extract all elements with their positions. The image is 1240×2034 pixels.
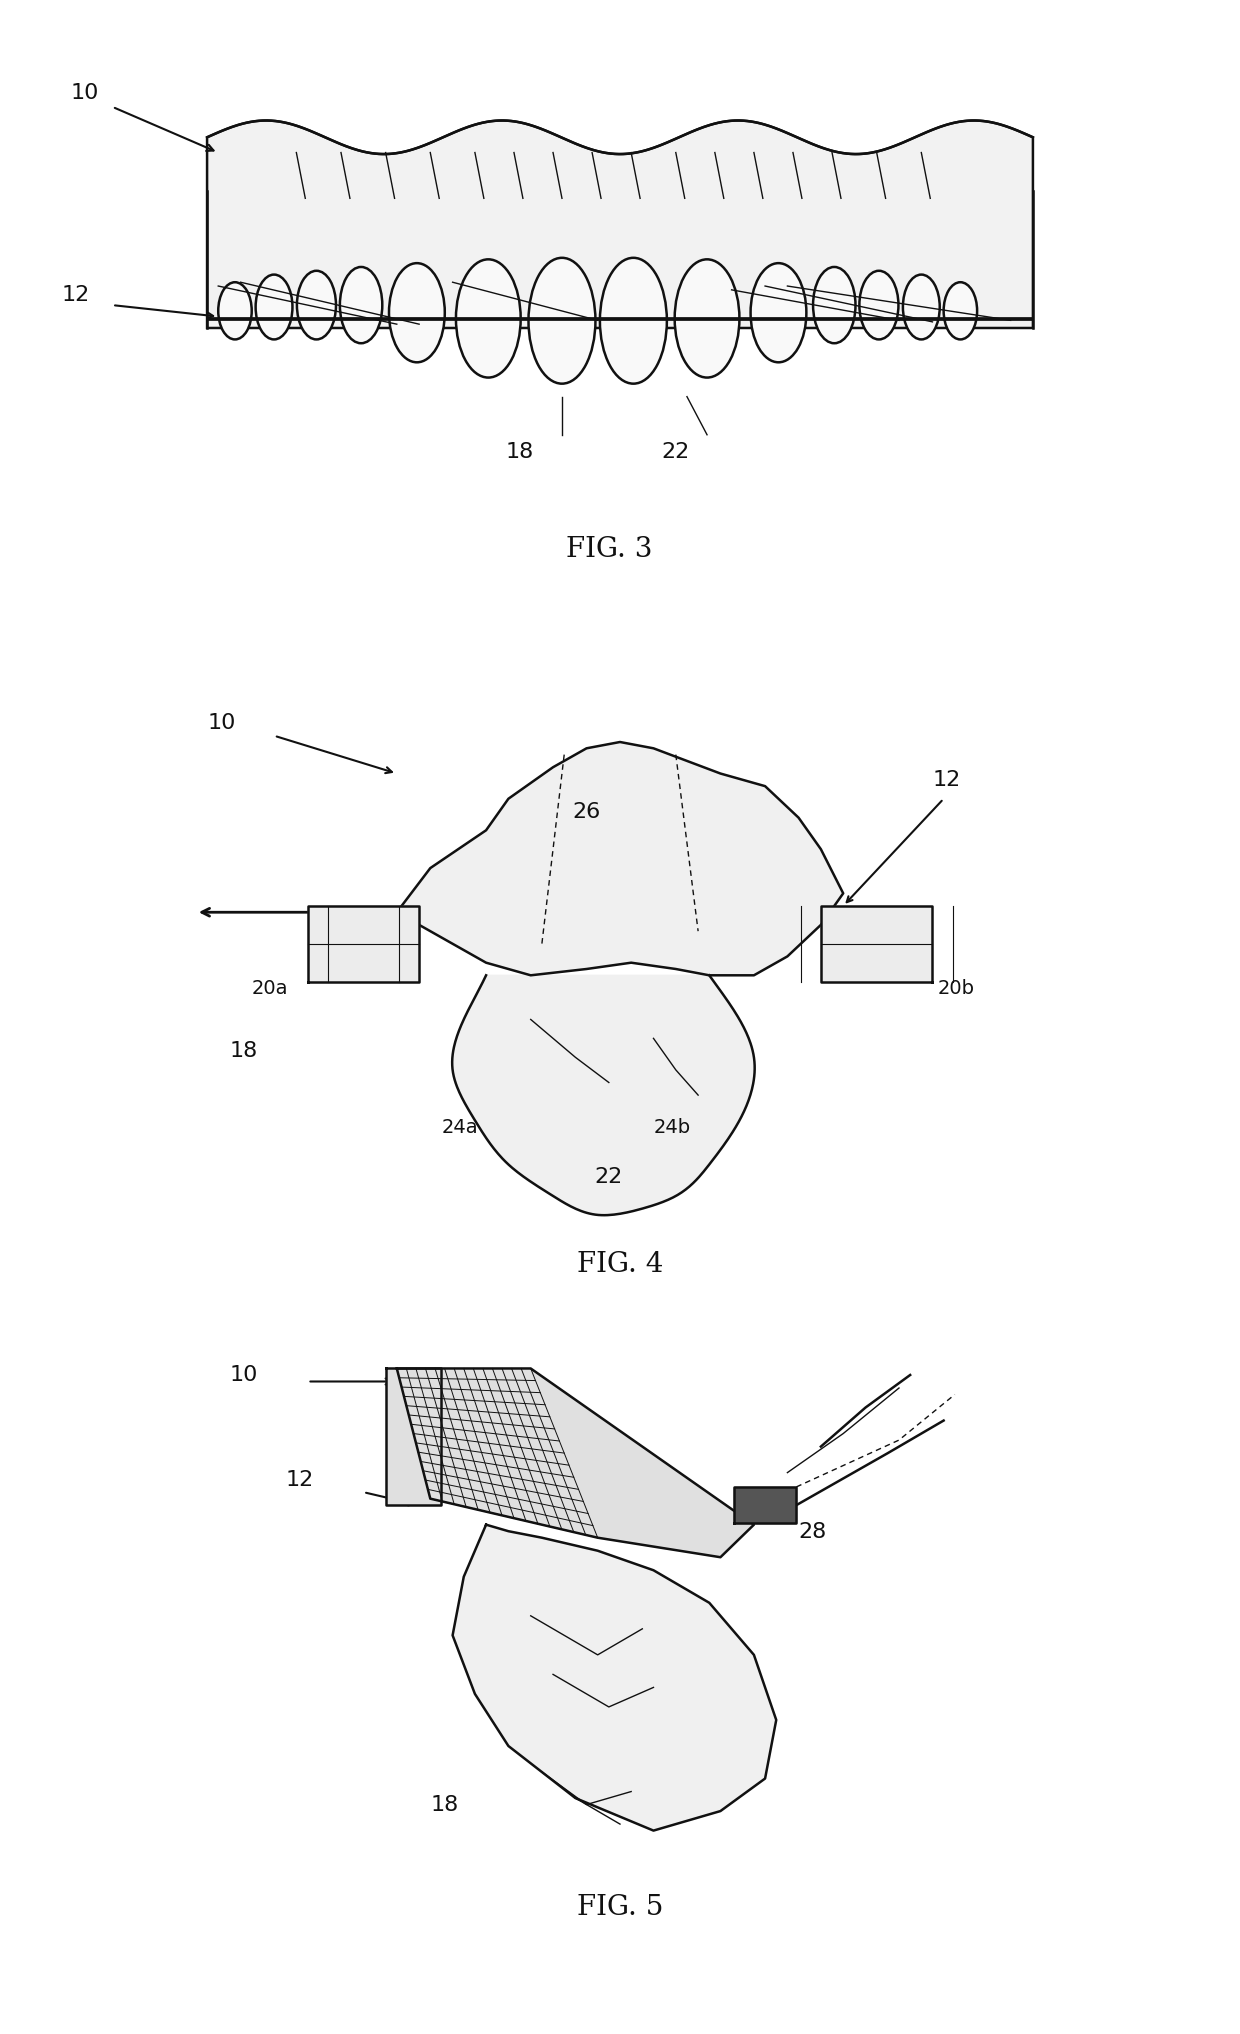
Ellipse shape — [389, 262, 445, 362]
Ellipse shape — [944, 283, 977, 340]
Text: FIG. 4: FIG. 4 — [577, 1251, 663, 1277]
Text: FIG. 5: FIG. 5 — [577, 1894, 663, 1922]
Ellipse shape — [456, 258, 521, 378]
Text: 10: 10 — [71, 83, 99, 104]
Polygon shape — [453, 1526, 776, 1831]
Text: 28: 28 — [799, 1521, 827, 1542]
Ellipse shape — [600, 258, 667, 384]
Polygon shape — [821, 905, 932, 982]
Text: 26: 26 — [573, 801, 600, 822]
Polygon shape — [386, 1369, 441, 1505]
Ellipse shape — [859, 271, 899, 340]
Ellipse shape — [675, 258, 739, 378]
Text: 22: 22 — [595, 1168, 622, 1188]
Ellipse shape — [528, 258, 595, 384]
Text: 20a: 20a — [252, 978, 288, 999]
Text: 18: 18 — [229, 1041, 258, 1062]
Text: 24a: 24a — [441, 1119, 479, 1137]
Ellipse shape — [903, 275, 940, 340]
Polygon shape — [734, 1487, 796, 1523]
Ellipse shape — [750, 262, 806, 362]
Text: 22: 22 — [662, 441, 689, 462]
Text: 24b: 24b — [653, 1119, 691, 1137]
Text: 18: 18 — [430, 1796, 459, 1814]
Polygon shape — [453, 976, 755, 1214]
Ellipse shape — [813, 266, 856, 344]
Text: 10: 10 — [229, 1365, 258, 1385]
Text: 20b: 20b — [939, 978, 975, 999]
Text: 12: 12 — [62, 285, 91, 305]
Text: 12: 12 — [932, 771, 961, 789]
Ellipse shape — [255, 275, 293, 340]
Ellipse shape — [218, 283, 252, 340]
Polygon shape — [207, 120, 1033, 327]
Polygon shape — [397, 1369, 754, 1558]
Text: 18: 18 — [506, 441, 533, 462]
Text: 12: 12 — [285, 1471, 314, 1489]
Polygon shape — [397, 742, 843, 976]
Text: 10: 10 — [207, 714, 236, 734]
Ellipse shape — [296, 271, 336, 340]
Ellipse shape — [340, 266, 382, 344]
Text: FIG. 3: FIG. 3 — [565, 535, 652, 563]
Polygon shape — [308, 905, 419, 982]
